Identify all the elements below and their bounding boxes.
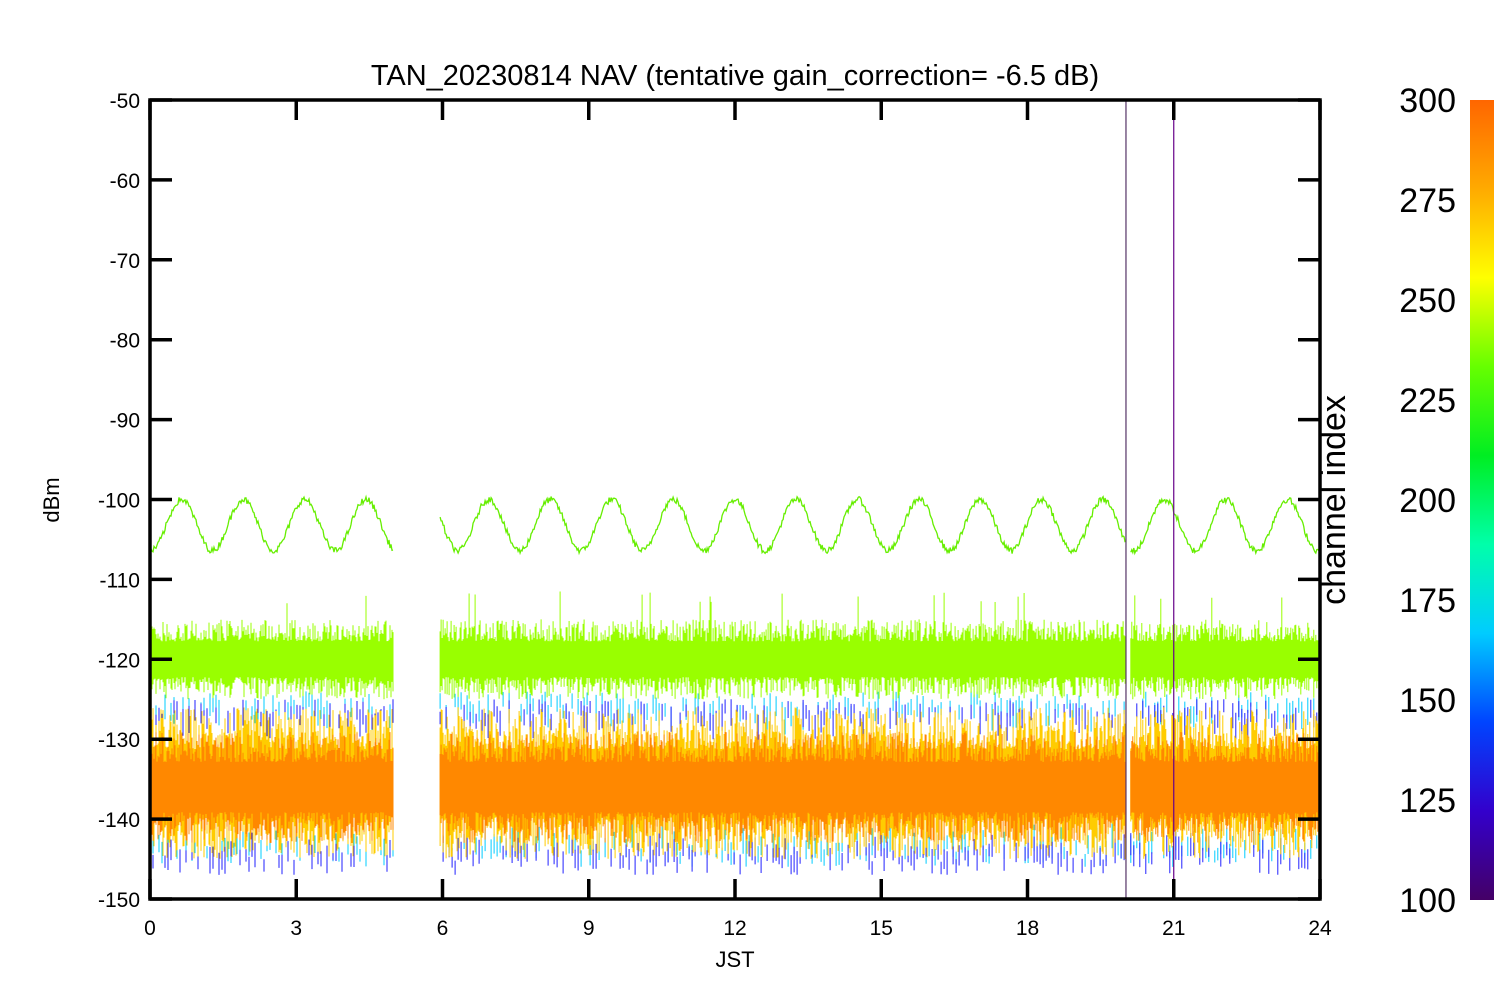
y-tick-label: -70 bbox=[110, 250, 140, 273]
y-tick-label: -150 bbox=[98, 889, 140, 912]
colorbar-tick-label: 100 bbox=[1399, 882, 1456, 920]
x-axis-label: JST bbox=[715, 947, 754, 972]
y-tick-label: -100 bbox=[98, 490, 140, 513]
sine-series-segment bbox=[150, 494, 394, 554]
colorbar-tick-label: 125 bbox=[1399, 782, 1456, 820]
colorbar-tick-label: 225 bbox=[1399, 382, 1456, 420]
y-tick-label: -140 bbox=[98, 809, 140, 832]
colorbar-tick-label: 275 bbox=[1399, 182, 1456, 220]
sine-series-segment bbox=[439, 495, 1126, 556]
series-channel-band-250 bbox=[150, 591, 1320, 700]
sine-series-segment bbox=[1130, 496, 1320, 556]
y-tick-label: -60 bbox=[110, 170, 140, 193]
colorbar bbox=[1470, 100, 1494, 900]
colorbar-ticks: 100 125 150 175 200 225 250 275 300 bbox=[1399, 82, 1456, 920]
chart-title: TAN_20230814 NAV (tentative gain_correct… bbox=[371, 60, 1099, 92]
x-tick-label: 15 bbox=[870, 917, 893, 940]
y-axis: -50 -60 -70 -80 -90 -100 -110 -120 -130 -140 -150 bbox=[98, 90, 1320, 912]
y-tick-label: -90 bbox=[110, 410, 140, 433]
colorbar-tick-label: 250 bbox=[1399, 282, 1456, 320]
colorbar-tick-label: 200 bbox=[1399, 482, 1456, 520]
x-axis: 0 3 6 9 12 15 18 21 24 bbox=[144, 100, 1332, 940]
colorbar-tick-label: 150 bbox=[1399, 682, 1456, 720]
x-tick-label: 21 bbox=[1162, 917, 1185, 940]
plot-marks bbox=[150, 100, 1320, 899]
y-tick-label: -130 bbox=[98, 729, 140, 752]
y-tick-label: -80 bbox=[110, 330, 140, 353]
x-tick-label: 12 bbox=[723, 917, 746, 940]
y-tick-label: -110 bbox=[100, 569, 140, 592]
x-tick-label: 0 bbox=[144, 917, 156, 940]
colorbar-label: channel index bbox=[1315, 395, 1353, 605]
series-channel-band-290 bbox=[150, 731, 1320, 843]
y-tick-label: -50 bbox=[110, 90, 140, 113]
y-tick-label: -120 bbox=[98, 649, 140, 672]
x-tick-label: 24 bbox=[1308, 917, 1332, 940]
x-tick-label: 18 bbox=[1016, 917, 1039, 940]
colorbar-tick-label: 175 bbox=[1399, 582, 1456, 620]
x-tick-label: 9 bbox=[583, 917, 595, 940]
x-tick-label: 6 bbox=[437, 917, 449, 940]
x-tick-label: 3 bbox=[290, 917, 302, 940]
y-axis-label: dBm bbox=[39, 477, 64, 522]
colorbar-tick-label: 300 bbox=[1399, 82, 1456, 120]
